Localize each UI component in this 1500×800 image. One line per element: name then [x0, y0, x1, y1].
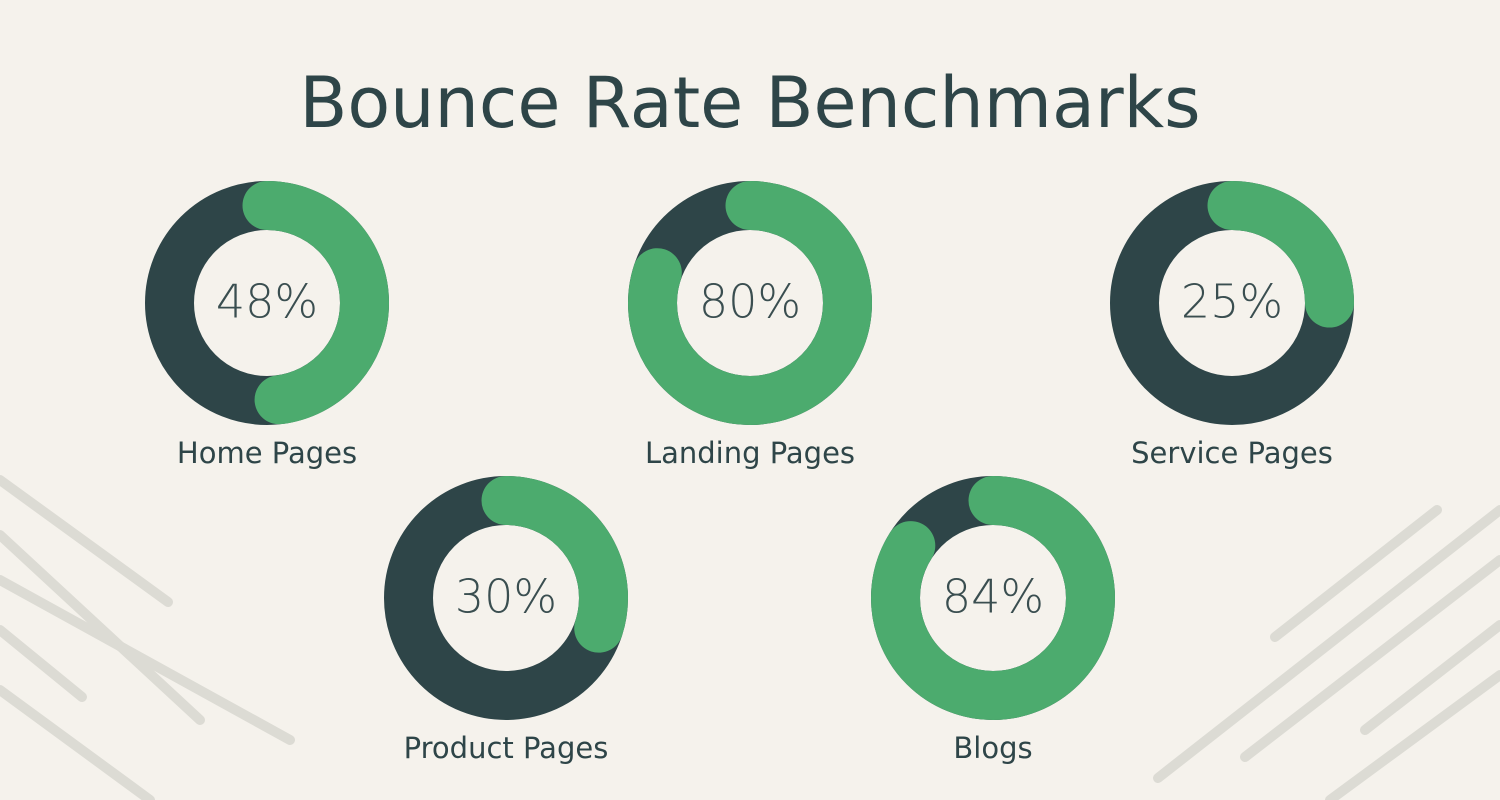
value-label: 25%: [1181, 275, 1283, 329]
deco-line: [0, 625, 87, 702]
deco-line: [0, 575, 295, 745]
donut-arc: [1110, 181, 1354, 425]
donut-label: Blogs: [953, 731, 1032, 765]
decoration: [0, 475, 1500, 800]
deco-line: [1153, 505, 1500, 783]
deco-line: [0, 475, 173, 607]
deco-line: [1360, 620, 1500, 735]
deco-line: [1240, 555, 1500, 762]
page-title: Bounce Rate Benchmarks: [299, 62, 1200, 144]
donut-arc: [871, 476, 1115, 720]
deco-line: [0, 685, 155, 800]
deco-line: [1270, 505, 1442, 642]
donut-arc: [145, 181, 389, 425]
deco-line: [1325, 670, 1500, 800]
donut-label: Service Pages: [1131, 436, 1333, 470]
donut-label: Product Pages: [404, 731, 609, 765]
donut-arc: [384, 476, 628, 720]
value-label: 84%: [942, 570, 1044, 624]
donut-label: Home Pages: [177, 436, 357, 470]
donut-label: Landing Pages: [645, 436, 855, 470]
donut-arc: [628, 181, 872, 425]
value-label: 80%: [699, 275, 801, 329]
value-label: 48%: [216, 275, 318, 329]
deco-line: [0, 530, 205, 725]
value-label: 30%: [455, 570, 557, 624]
